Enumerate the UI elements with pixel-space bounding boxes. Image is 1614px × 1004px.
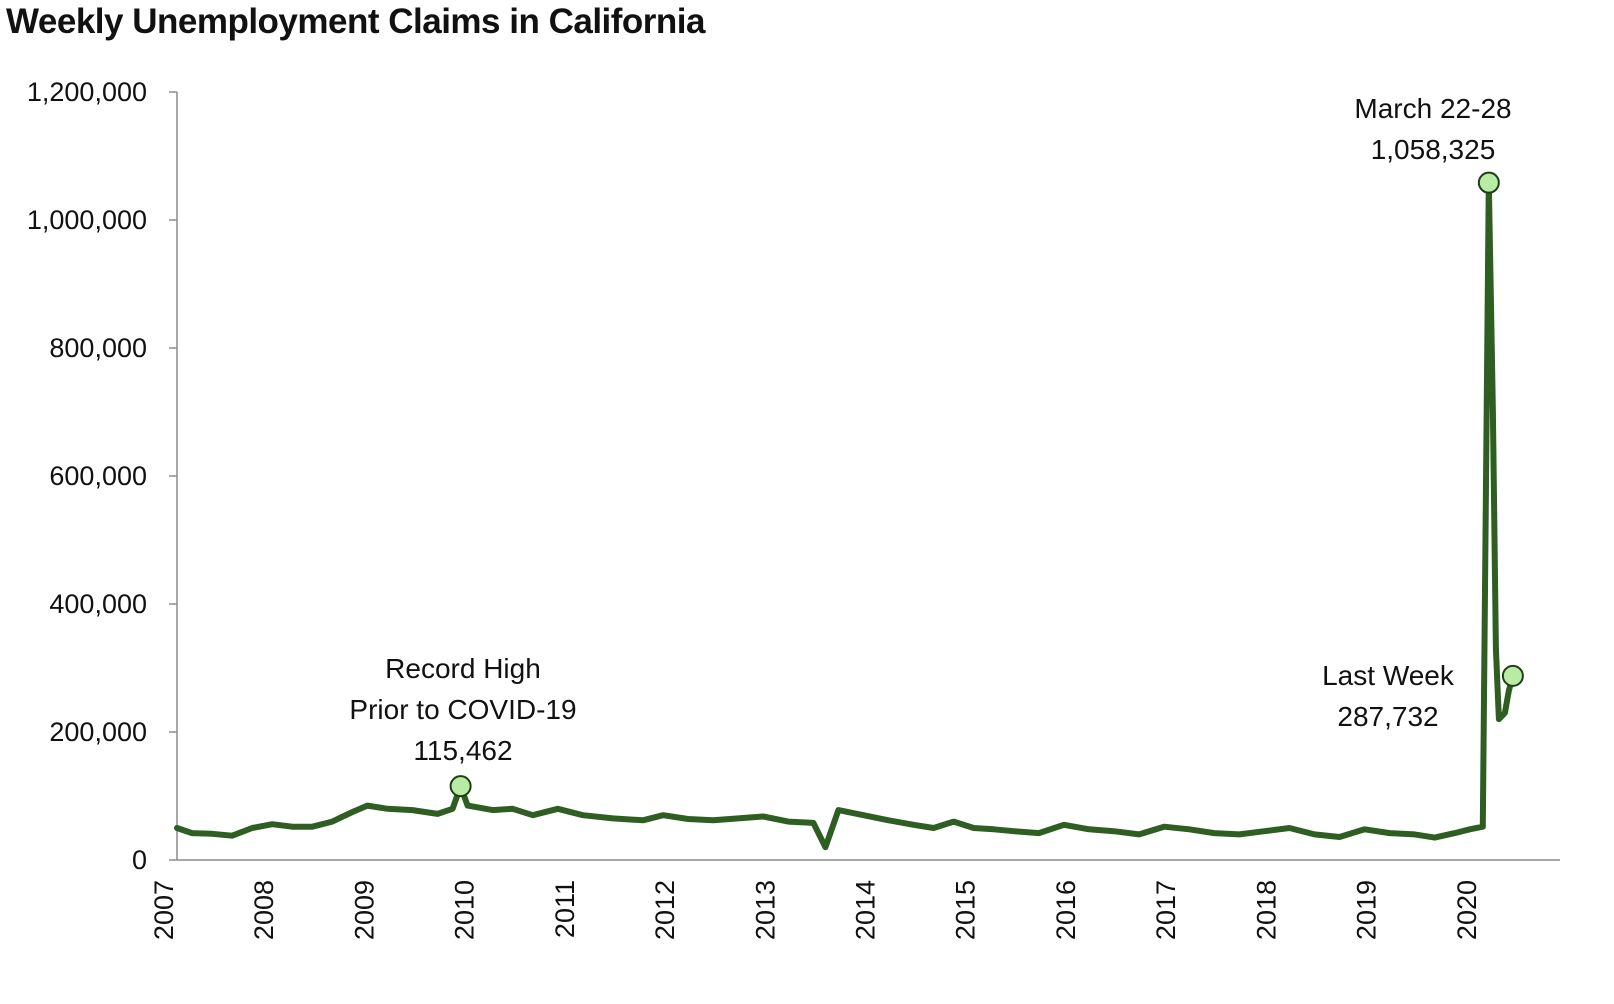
y-tick-label: 1,000,000 [27,205,147,235]
annotation-line: Last Week [1322,660,1455,691]
record-high-marker [449,775,472,798]
x-tick-label: 2019 [1352,880,1382,940]
x-tick-label: 2017 [1151,880,1181,940]
annotation-line: Prior to COVID-19 [349,694,576,725]
x-tick-label: 2018 [1251,880,1281,940]
annotations-group: Record High Prior to COVID-19 115,462 March… [349,93,1511,766]
y-tick-label: 400,000 [49,589,147,619]
series-group [174,179,1516,851]
y-tick-label: 600,000 [49,461,147,491]
x-tick-label: 2012 [650,880,680,940]
markers-group [449,171,1524,798]
axes [169,91,1560,861]
x-tick-label: 2010 [450,880,480,940]
x-tick-label: 2020 [1452,880,1482,940]
y-tick-labels: 0 200,000 400,000 600,000 800,000 1,000,000 1,… [27,77,147,875]
y-tick-label: 800,000 [49,333,147,363]
x-tick-label: 2016 [1051,880,1081,940]
annotation-line: Record High [385,653,541,684]
x-tick-label: 2009 [349,880,379,940]
chart-title: Weekly Unemployment Claims in California [6,2,706,41]
series-line [174,179,1516,851]
x-tick-label: 2007 [149,880,179,940]
annotation-line: 1,058,325 [1371,134,1496,165]
x-tick-label: 2013 [750,880,780,940]
x-tick-labels: 2007 2008 2009 2010 2011 2012 2013 2014 2015 2016… [149,880,1482,940]
y-tick-label: 0 [132,845,147,875]
annotation-line: 287,732 [1337,701,1438,732]
last-week-marker [1501,664,1524,687]
x-tick-label: 2015 [951,880,981,940]
x-tick-label: 2008 [249,880,279,940]
x-tick-label: 2011 [550,880,580,938]
y-tick-label: 200,000 [49,717,147,747]
annotation-line: March 22-28 [1354,93,1511,124]
annotation-line: 115,462 [413,735,512,766]
march-peak-marker [1477,171,1500,194]
x-tick-label: 2014 [850,880,880,940]
y-tick-label: 1,200,000 [27,77,147,107]
